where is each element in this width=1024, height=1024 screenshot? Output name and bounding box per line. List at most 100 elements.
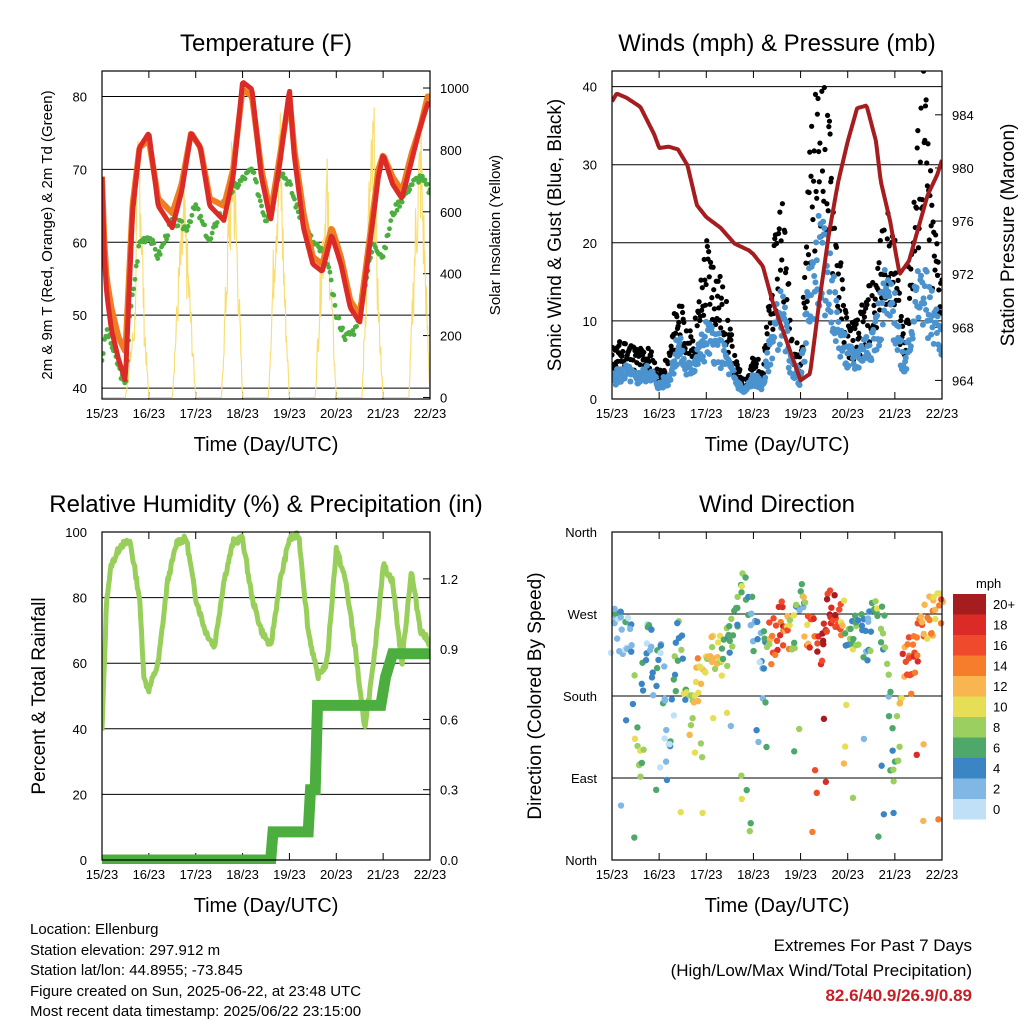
direction-point — [672, 639, 680, 646]
direction-point — [920, 817, 927, 825]
wind-point — [667, 376, 674, 383]
gust-point — [865, 297, 871, 303]
td-point — [242, 176, 248, 182]
direction-point — [638, 759, 646, 767]
direction-point — [661, 735, 668, 742]
gust-point — [641, 349, 647, 355]
legend-swatch — [953, 758, 986, 779]
y2-tick-label: 976 — [952, 214, 974, 229]
direction-point — [724, 662, 731, 670]
gust-point — [919, 197, 925, 203]
direction-point — [657, 642, 664, 649]
td-point — [327, 269, 333, 275]
wind-point — [914, 268, 921, 275]
direction-point — [750, 647, 757, 655]
wind-point — [863, 333, 870, 340]
gust-point — [896, 297, 902, 303]
gust-point — [630, 357, 636, 363]
direction-point — [831, 591, 838, 599]
gust-point — [860, 319, 866, 325]
x-tick-label: 15/23 — [596, 406, 629, 421]
direction-point — [753, 726, 760, 734]
wind-point — [699, 353, 706, 360]
y-tick-label: South — [563, 689, 597, 704]
direction-point — [911, 669, 919, 676]
direction-point — [734, 604, 741, 612]
td-point — [342, 337, 348, 343]
direction-point — [766, 619, 773, 626]
wind-point — [899, 348, 906, 355]
gust-point — [770, 326, 776, 332]
y-axis-label: Percent & Total Rainfall — [29, 597, 50, 794]
td-point — [425, 181, 430, 187]
direction-point — [628, 648, 635, 655]
direction-point — [702, 669, 709, 676]
wind-point — [800, 346, 807, 353]
gust-point — [812, 248, 818, 254]
y-tick-label: 20 — [583, 236, 597, 251]
gust-point — [934, 241, 940, 247]
legend-title: mph — [976, 576, 1001, 591]
y-tick-label: East — [571, 771, 597, 786]
gust-point — [929, 202, 935, 208]
gust-point — [755, 356, 761, 362]
direction-point — [653, 786, 660, 794]
direction-point — [921, 601, 928, 608]
direction-point — [872, 598, 879, 605]
y-tick-label: 40 — [583, 80, 597, 95]
wind-point — [916, 304, 923, 311]
wind-point — [785, 364, 792, 371]
panel-temperature: Temperature (F) 15/23 16/23 17/23 18/23 19/23… — [39, 30, 504, 456]
legend-swatch — [953, 676, 986, 697]
gust-point — [786, 281, 792, 287]
direction-point — [624, 614, 632, 622]
direction-point — [890, 766, 897, 773]
gust-point — [864, 302, 870, 308]
td-point — [387, 226, 392, 232]
gust-point — [662, 369, 668, 375]
y-tick-label: 70 — [73, 162, 87, 177]
td-point — [256, 193, 262, 199]
wind-point — [813, 257, 820, 264]
created-text: Figure created on Sun, 2025-06-22, at 23… — [30, 982, 362, 1000]
wind-point — [841, 330, 848, 337]
direction-point — [692, 678, 700, 686]
direction-point — [653, 664, 661, 672]
gust-point — [810, 178, 817, 184]
wind-point — [825, 301, 832, 308]
legend-swatch — [953, 696, 986, 717]
y-tick-label: 40 — [73, 381, 87, 396]
gust-point — [898, 313, 904, 320]
gust-point — [844, 315, 850, 321]
gust-point — [802, 274, 808, 281]
direction-point — [914, 652, 921, 659]
gust-point — [702, 302, 709, 308]
gust-point — [924, 160, 930, 166]
gust-point — [716, 305, 722, 311]
y-tick-label: 40 — [73, 722, 87, 737]
gust-point — [812, 91, 819, 98]
direction-point — [704, 653, 712, 660]
direction-point — [918, 618, 926, 626]
wind-point — [771, 334, 778, 341]
x-tick-label: 17/23 — [690, 867, 723, 882]
gust-point — [683, 328, 689, 334]
direction-point — [841, 743, 849, 750]
td-point — [336, 315, 342, 321]
direction-point — [934, 590, 941, 597]
td-point — [264, 218, 270, 224]
direction-point — [719, 655, 727, 663]
direction-point — [714, 639, 722, 646]
gust-point — [917, 159, 923, 165]
td-point — [259, 203, 264, 209]
y-tick-label: North — [565, 525, 597, 540]
gust-point — [816, 179, 822, 185]
direction-point — [798, 580, 806, 588]
wind-point — [832, 289, 839, 296]
gust-point — [850, 337, 856, 344]
y2-tick-label: 984 — [952, 108, 974, 123]
direction-point — [723, 709, 731, 717]
wind-point — [676, 339, 683, 346]
direction-point — [887, 688, 894, 696]
plot-frame — [101, 531, 431, 861]
